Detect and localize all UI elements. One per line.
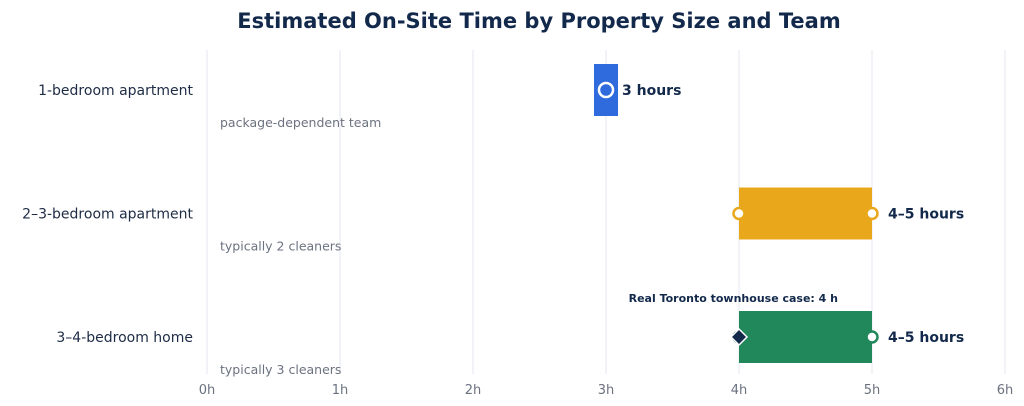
category-note: typically 3 cleaners	[220, 362, 341, 377]
case-marker	[729, 327, 749, 347]
x-tick-label: 3h	[598, 383, 615, 398]
chart-title: Estimated On-Site Time by Property Size …	[237, 9, 840, 33]
bar-marker	[597, 81, 615, 99]
category-label: 3–4-bedroom home	[56, 330, 193, 346]
category-note: typically 2 cleaners	[220, 239, 341, 254]
x-tick-label: 4h	[731, 383, 748, 398]
plot-area	[594, 64, 879, 363]
bar	[739, 311, 872, 363]
range-end-point	[865, 330, 879, 344]
value-label: 4–5 hours	[888, 330, 964, 346]
bar	[739, 187, 872, 240]
range-start-point	[732, 206, 746, 221]
bar	[594, 64, 618, 116]
value-label: 4–5 hours	[888, 207, 964, 223]
x-tick-label: 2h	[465, 383, 482, 398]
x-tick-label: 0h	[199, 383, 216, 398]
x-tick-label: 6h	[997, 383, 1014, 398]
category-label: 2–3-bedroom apartment	[22, 207, 193, 223]
range-end-point	[865, 206, 879, 221]
value-label: 3 hours	[622, 83, 681, 99]
x-tick-label: 1h	[332, 383, 349, 398]
labels: 0h 1h 2h 3h 4h 5h 6h 1-bedroom apartment package…	[22, 83, 1013, 398]
x-tick-label: 5h	[864, 383, 881, 398]
category-note: package-dependent team	[220, 115, 381, 130]
category-label: 1-bedroom apartment	[38, 83, 193, 99]
annotation-label: Real Toronto townhouse case: 4 h	[629, 292, 838, 305]
